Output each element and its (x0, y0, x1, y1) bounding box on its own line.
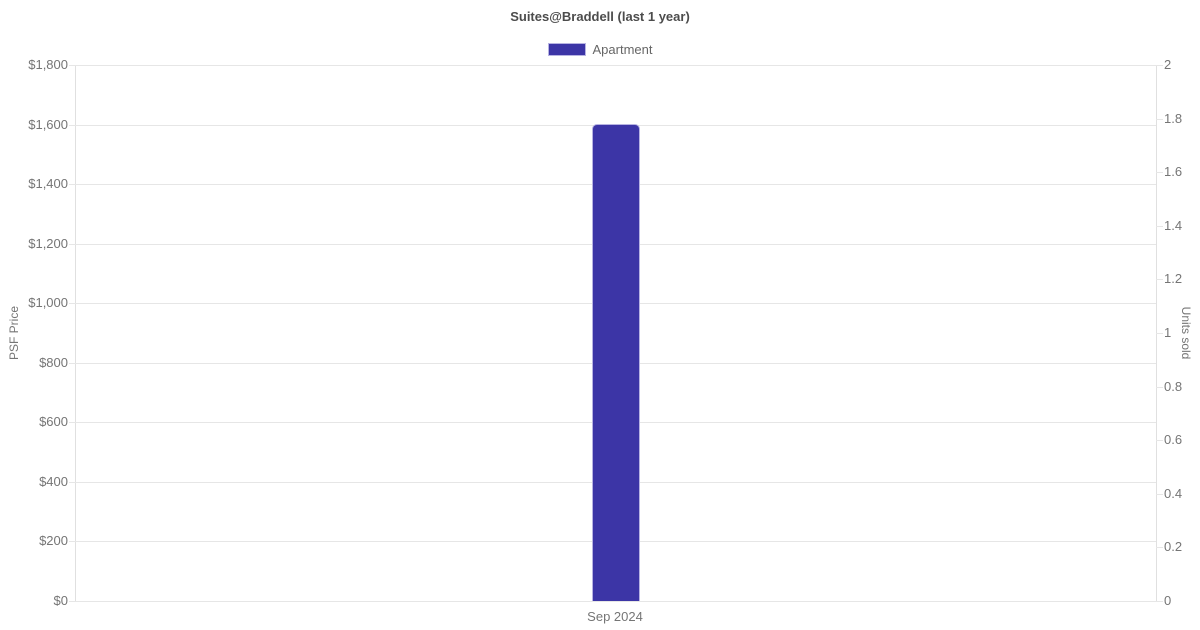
right-axis-tick (1156, 387, 1163, 388)
right-axis-tick (1156, 172, 1163, 173)
right-axis-tick-labels: 0 0.2 0.4 0.6 0.8 1 1.2 1.4 1.6 1.8 2 (1164, 0, 1200, 630)
right-y-tick-label: 0.8 (1164, 379, 1183, 394)
left-y-tick-label: $0 (53, 593, 68, 608)
right-axis-tick (1156, 226, 1163, 227)
gridline (69, 601, 1156, 602)
left-y-tick-label: $400 (39, 474, 68, 489)
right-y-tick-label: 0.2 (1164, 539, 1183, 554)
right-axis-tick (1156, 333, 1163, 334)
right-axis-tick (1156, 494, 1163, 495)
right-y-tick-label: 0.4 (1164, 486, 1183, 501)
legend-item-label: Apartment (592, 42, 653, 57)
left-axis-title: PSF Price (7, 305, 21, 361)
right-y-tick-label: 2 (1164, 57, 1172, 72)
left-y-tick-label: $1,400 (28, 176, 68, 191)
right-axis-title: Units sold (1179, 306, 1193, 360)
plot-area (69, 65, 1163, 602)
right-y-tick-label: 1.2 (1164, 271, 1183, 286)
left-y-tick-label: $1,600 (28, 117, 68, 132)
left-y-tick-label: $1,200 (28, 236, 68, 251)
right-y-tick-label: 1 (1164, 325, 1172, 340)
right-axis-tick (1156, 65, 1163, 66)
left-y-tick-label: $1,800 (28, 57, 68, 72)
right-y-tick-label: 1.6 (1164, 164, 1183, 179)
right-axis-tick (1156, 440, 1163, 441)
x-tick-label: Sep 2024 (587, 609, 643, 624)
chart-title: Suites@Braddell (last 1 year) (510, 9, 690, 24)
bar-apartment-sep-2024[interactable] (592, 124, 640, 601)
legend-swatch-icon (547, 43, 586, 56)
legend-item-apartment[interactable]: Apartment (547, 42, 653, 57)
left-y-tick-label: $800 (39, 355, 68, 370)
gridline (69, 65, 1156, 66)
right-y-tick-label: 1.4 (1164, 218, 1183, 233)
right-y-tick-label: 0 (1164, 593, 1172, 608)
right-axis-tick (1156, 547, 1163, 548)
left-axis-tick-labels: $0 $200 $400 $600 $800 $1,000 $1,200 $1,400 $1,6… (0, 0, 68, 630)
right-axis-tick (1156, 279, 1163, 280)
left-y-tick-label: $1,000 (28, 295, 68, 310)
right-y-tick-label: 0.6 (1164, 432, 1183, 447)
left-y-tick-label: $200 (39, 533, 68, 548)
left-y-tick-label: $600 (39, 414, 68, 429)
legend: Apartment (0, 42, 1200, 57)
right-y-tick-label: 1.8 (1164, 111, 1183, 126)
right-axis-tick (1156, 601, 1163, 602)
right-axis-tick (1156, 119, 1163, 120)
